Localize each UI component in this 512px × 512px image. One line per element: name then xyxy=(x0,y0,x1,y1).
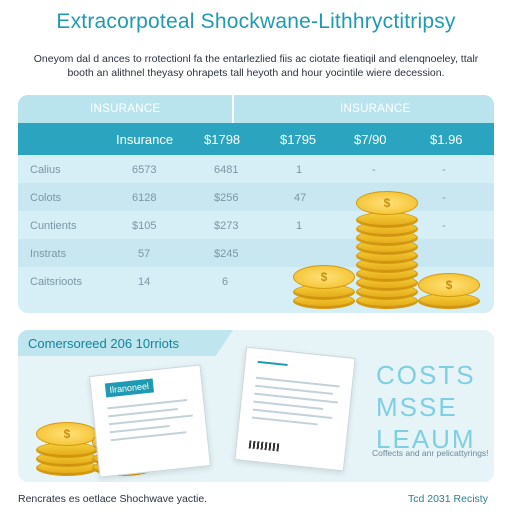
table-row: Colots 6128 $256 47 - - xyxy=(18,183,494,211)
table-cell: $105 xyxy=(132,220,157,232)
row-label: Caitsrioots xyxy=(30,276,82,288)
header-cell: $1.96 xyxy=(430,132,463,147)
table-cell: 14 xyxy=(138,276,151,288)
footer-right: Tcd 2031 Recisty xyxy=(408,493,488,505)
table-cell: - xyxy=(372,164,376,176)
table-cell: 1 xyxy=(296,220,303,232)
table-cell: - xyxy=(442,220,446,232)
row-label: Cuntients xyxy=(30,220,77,232)
table-cell: - xyxy=(442,192,446,204)
table-row: Calius 6573 6481 1 - - xyxy=(18,155,494,183)
table-row: Caitsrioots 14 6 xyxy=(18,267,494,295)
header-cell: $1798 xyxy=(204,132,241,147)
table-cell: $273 xyxy=(214,220,239,232)
table-header-row: Insurance $1798 $1795 $7/90 $1.96 xyxy=(18,123,494,155)
footer-left: Rencrates es oetlace Shochwave yactie. xyxy=(18,493,208,505)
table-cell: 57 xyxy=(138,248,151,260)
document-tag: Ilranoneel xyxy=(104,378,154,398)
table-cell: - xyxy=(442,164,446,176)
top-header-right: INSURANCE xyxy=(340,103,411,115)
costs-caption: Coffects and anr pelicattyrings! xyxy=(372,448,489,458)
table-cell: 6128 xyxy=(132,192,157,204)
document-icon: Ilranoneel xyxy=(88,364,212,478)
coin-stack-icon: $ xyxy=(293,265,359,311)
table-cell: 6573 xyxy=(132,164,157,176)
table-cell: 1 xyxy=(296,164,303,176)
header-divider xyxy=(232,95,234,123)
row-label: Colots xyxy=(30,192,62,204)
table-cell: $256 xyxy=(214,192,239,204)
header-cell: $7/90 xyxy=(354,132,387,147)
cost-comparison-panel: Comersoreed 206 10rriots $ $ Ilranoneel … xyxy=(18,330,494,482)
header-cell: Insurance xyxy=(116,132,174,147)
costs-text: LEAUM xyxy=(376,424,476,454)
page-title: Extracorpoteal Shockwane-Lithhryctitrips… xyxy=(56,10,456,33)
banner-text: Comersoreed 206 10rriots xyxy=(28,336,180,351)
pricing-table: INSURANCE INSURANCE Insurance $1798 $179… xyxy=(18,95,494,313)
page-subtitle: Oneyom dal d ances to rrotectionl fa the… xyxy=(33,53,479,79)
table-cell: 6 xyxy=(222,276,229,288)
top-header-left: INSURANCE xyxy=(90,103,161,115)
table-cell: 6481 xyxy=(214,164,239,176)
coin-stack-icon: $ xyxy=(356,191,422,311)
table-row: Instrats 57 $245 xyxy=(18,239,494,267)
table-row: Cuntients $105 $273 1 - - xyxy=(18,211,494,239)
table-top-header: INSURANCE INSURANCE xyxy=(18,95,494,123)
table-cell: 47 xyxy=(294,192,307,204)
section-banner: Comersoreed 206 10rriots xyxy=(18,330,233,356)
document-icon xyxy=(234,346,356,472)
costs-text: MSSE xyxy=(376,392,458,422)
row-label: Instrats xyxy=(30,248,67,260)
coin-stack-icon: $ xyxy=(418,273,484,311)
header-cell: $1795 xyxy=(280,132,317,147)
table-cell: $245 xyxy=(214,248,239,260)
row-label: Calius xyxy=(30,164,61,176)
costs-text: COSTS xyxy=(376,360,476,390)
